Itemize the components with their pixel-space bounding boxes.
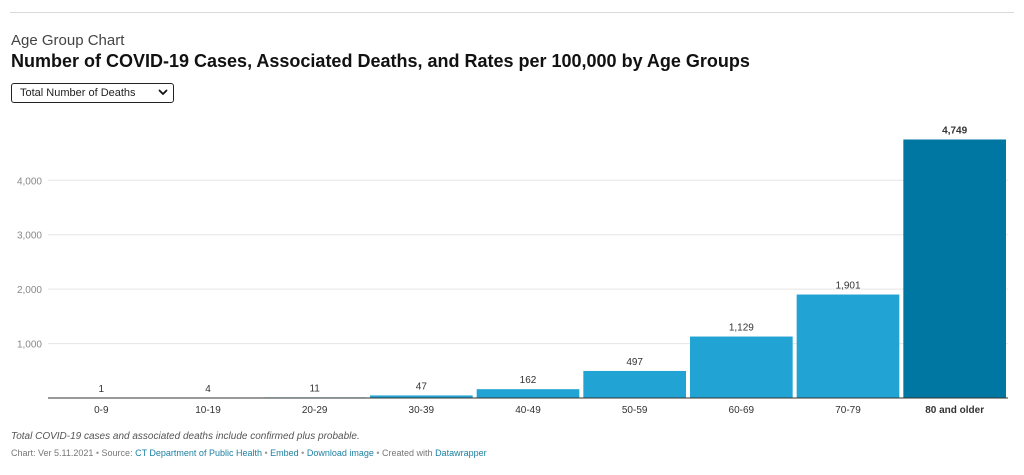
bar [903,139,1006,398]
credits-prefix: Chart: Ver 5.11.2021 [11,448,94,458]
data-label: 1,901 [835,281,860,292]
x-tick-label: 0-9 [94,405,109,416]
y-tick-label: 2,000 [17,285,42,296]
credits-separator: • [298,448,307,458]
bar-chart: 1,000 2,000 3,000 4,000 1 0-9 4 10-19 11 20-29 47 3… [17,125,1008,416]
created-label: Created with [382,448,436,458]
data-label: 11 [309,383,320,394]
credits-separator: • [93,448,102,458]
bar [370,395,473,398]
top-divider [10,12,1014,13]
data-label: 497 [626,357,643,368]
bar [796,294,900,398]
chart-credits: Chart: Ver 5.11.2021 • Source: CT Depart… [11,448,487,458]
bar [690,336,793,398]
data-label: 162 [520,375,537,386]
credits-separator: • [373,448,383,458]
data-label: 4 [205,384,211,395]
source-link[interactable]: CT Department of Public Health [135,448,262,458]
x-tick-label: 10-19 [195,405,221,416]
chart-kicker: Age Group Chart [11,32,125,49]
x-tick-label: 30-39 [409,405,435,416]
x-tick-label: 70-79 [835,405,861,416]
x-tick-label: 80 and older [925,405,984,416]
datawrapper-link[interactable]: Datawrapper [435,448,487,458]
y-tick-label: 4,000 [17,176,42,187]
chart-title: Number of COVID-19 Cases, Associated Dea… [11,51,750,71]
data-label: 1 [99,384,105,395]
metric-dropdown-value: Total Number of Deaths [20,87,136,99]
x-tick-label: 60-69 [729,405,755,416]
source-label: Source: [101,448,136,458]
chevron-down-icon [158,89,168,95]
y-tick-label: 1,000 [17,340,42,351]
y-tick-label: 3,000 [17,231,42,242]
data-label: 47 [416,381,428,392]
x-tick-label: 50-59 [622,405,648,416]
credits-separator: • [261,448,271,458]
download-image-link[interactable]: Download image [306,448,374,458]
bar [583,370,686,398]
embed-link[interactable]: Embed [270,448,299,458]
metric-dropdown[interactable]: Total Number of Deaths [11,83,174,103]
chart-footnote: Total COVID-19 cases and associated deat… [11,431,360,442]
bar [476,389,580,398]
data-label: 4,749 [942,125,967,136]
x-tick-label: 40-49 [515,405,541,416]
data-label: 1,129 [729,323,754,334]
x-tick-label: 20-29 [302,405,328,416]
